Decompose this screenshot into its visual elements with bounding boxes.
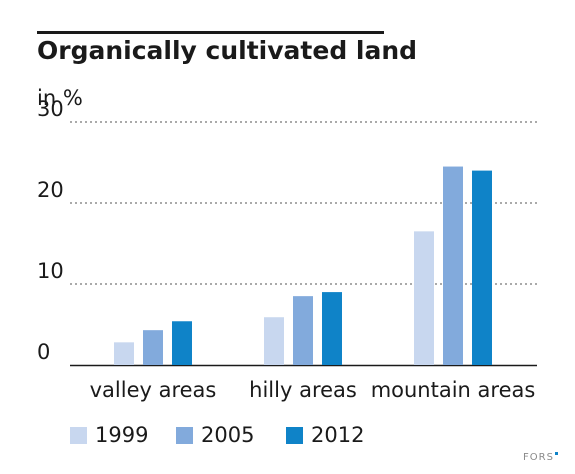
- legend-label: 2005: [201, 423, 255, 447]
- legend-label: 1999: [95, 423, 149, 447]
- x-category-label: hilly areas: [249, 378, 357, 402]
- bar-valley-areas-2012: [172, 321, 192, 365]
- chart-title: Organically cultivated land: [37, 36, 418, 65]
- bar-valley-areas-2005: [143, 330, 163, 365]
- y-axis-label: in %: [37, 86, 83, 110]
- x-category-label: valley areas: [90, 378, 217, 402]
- bar-hilly-areas-2012: [322, 292, 342, 365]
- y-tick-label: 20: [37, 178, 64, 202]
- bar-hilly-areas-1999: [264, 317, 284, 365]
- y-tick-label: 10: [37, 259, 64, 283]
- legend-swatch: [286, 427, 303, 444]
- legend-swatch: [176, 427, 193, 444]
- legend-swatch: [70, 427, 87, 444]
- bar-valley-areas-1999: [114, 342, 134, 365]
- source-text: FORS: [523, 452, 554, 463]
- bar-mountain-areas-1999: [414, 231, 434, 365]
- source-logo: FORS: [523, 452, 558, 463]
- bar-hilly-areas-2005: [293, 296, 313, 365]
- bar-mountain-areas-2005: [443, 166, 463, 365]
- title-rule: [37, 31, 384, 34]
- x-category-label: mountain areas: [371, 378, 536, 402]
- legend-label: 2012: [311, 423, 365, 447]
- y-tick-label: 30: [37, 97, 64, 121]
- logo-dot-icon: [554, 452, 558, 455]
- y-tick-label: 0: [37, 340, 50, 364]
- bar-mountain-areas-2012: [472, 170, 492, 365]
